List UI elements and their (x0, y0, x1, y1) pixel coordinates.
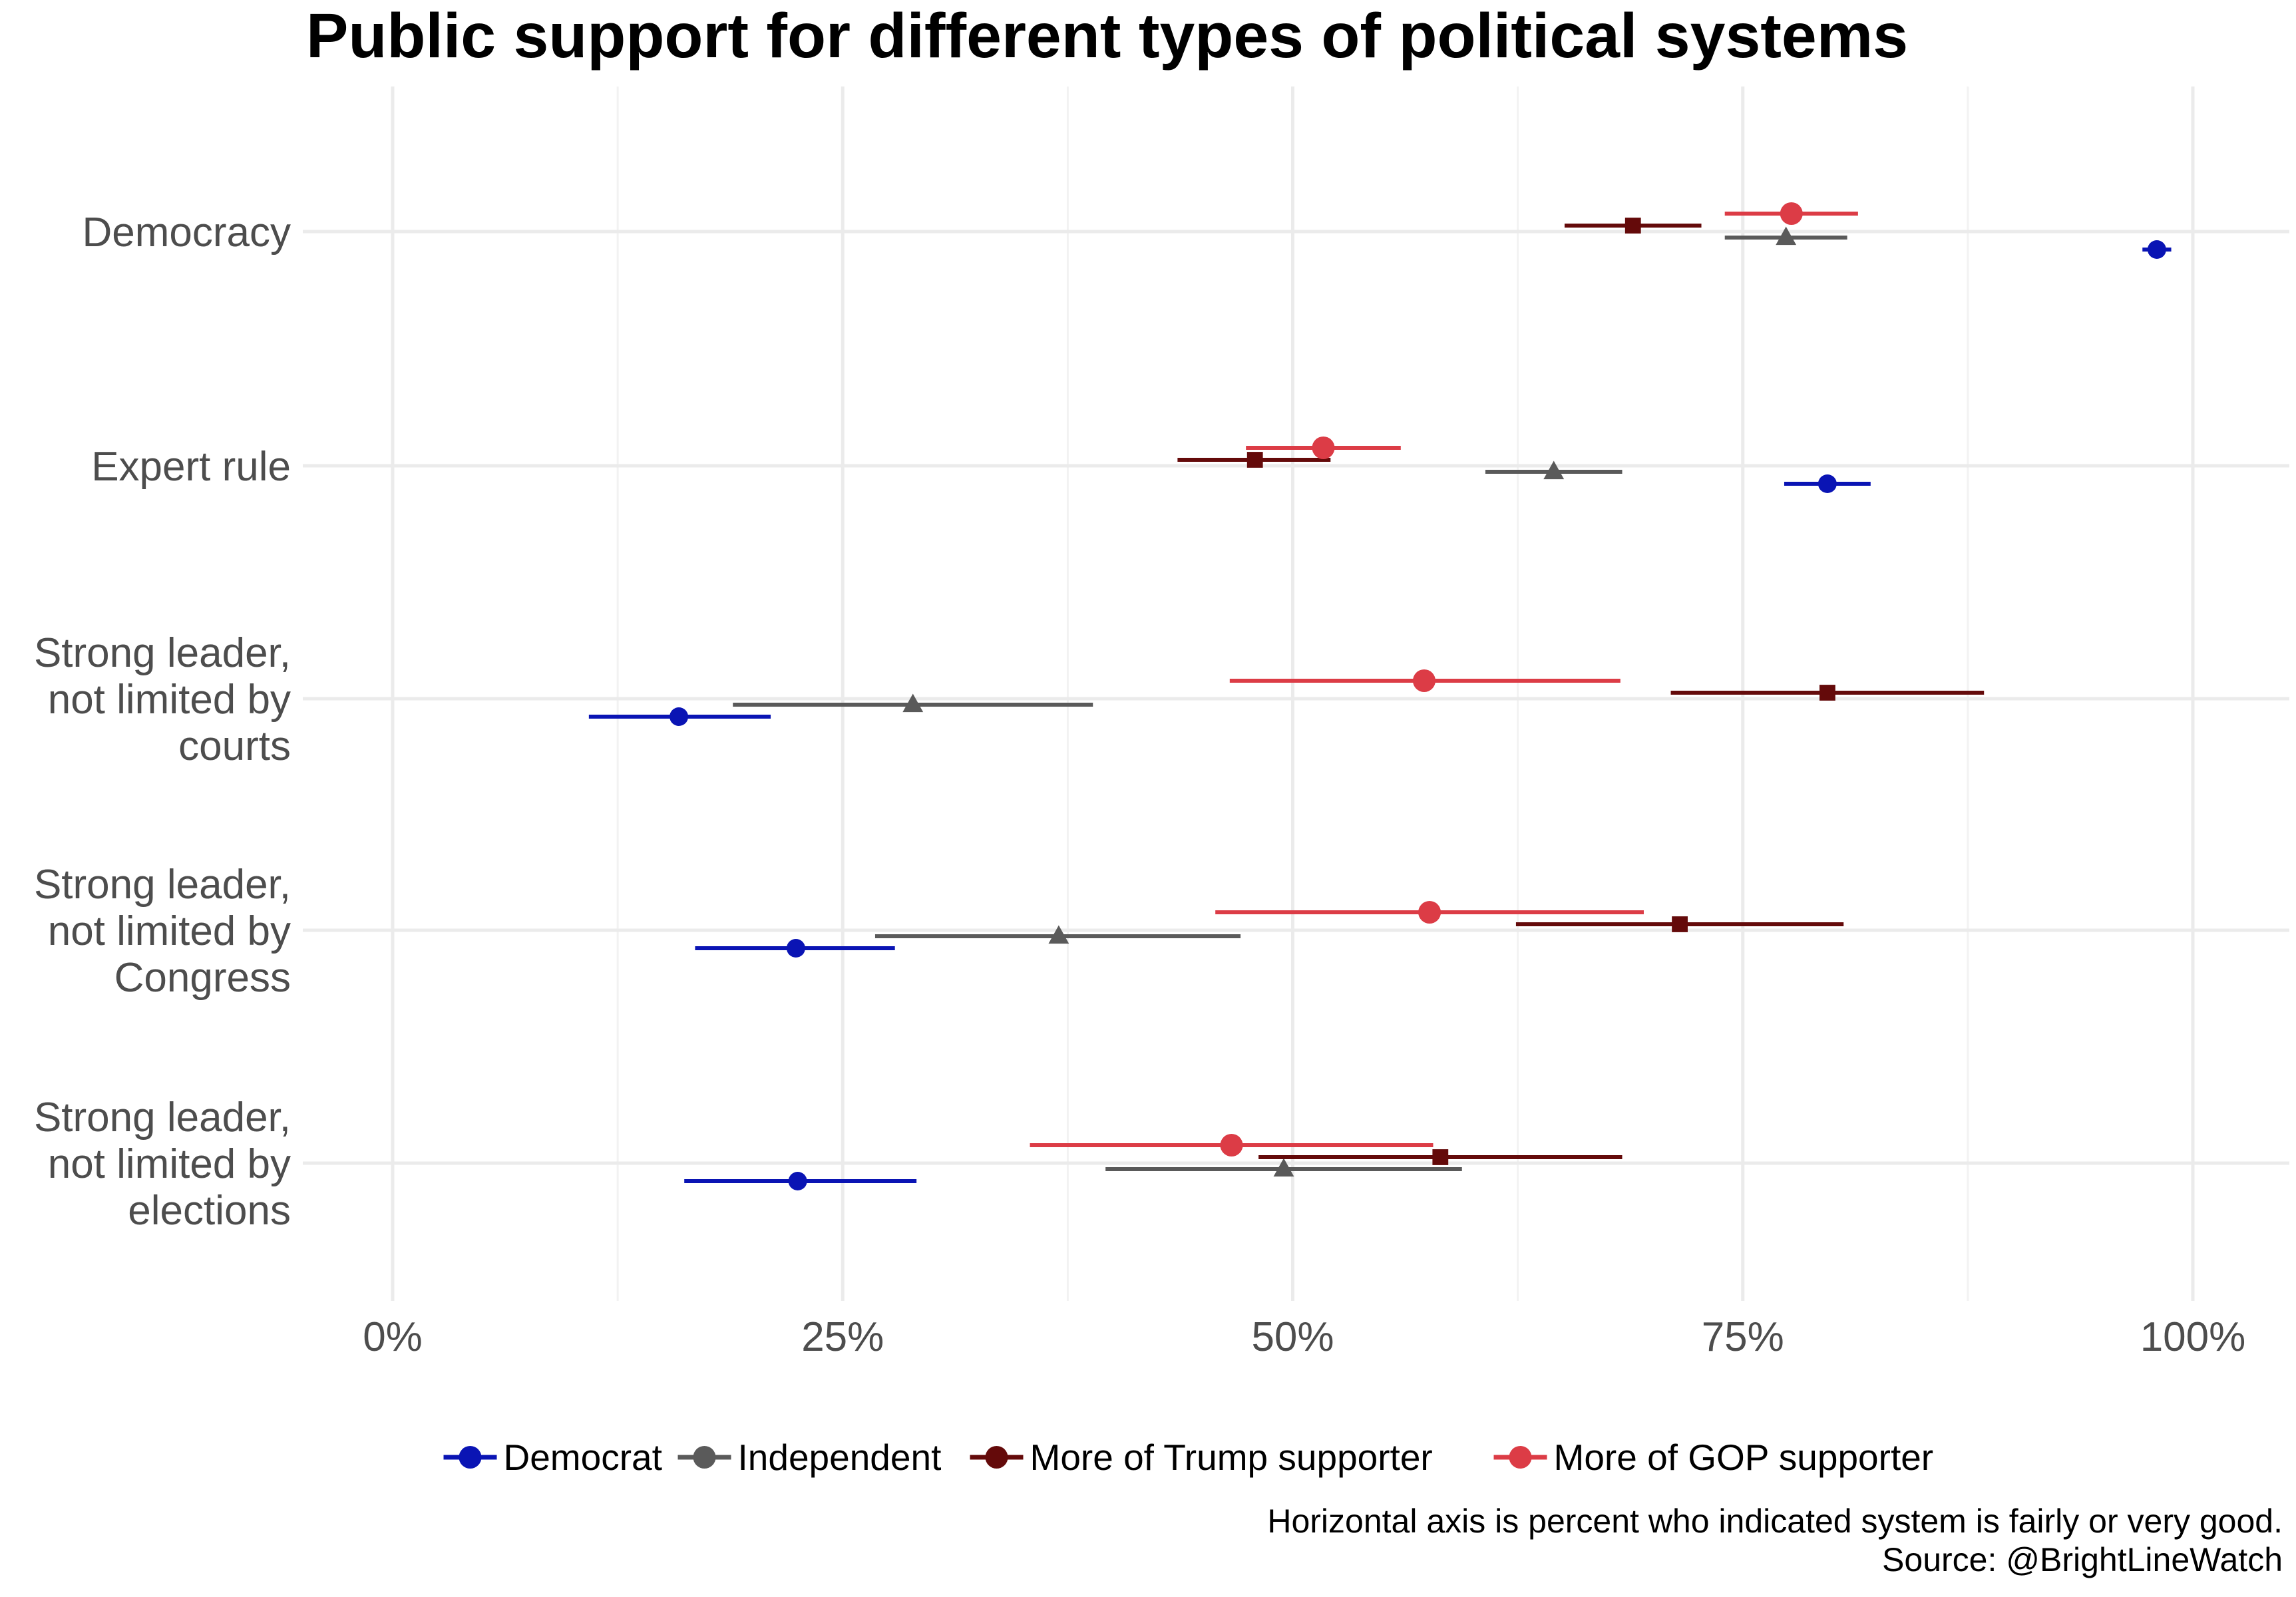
legend-key-point (1509, 1446, 1532, 1469)
data-point (1818, 474, 1837, 493)
y-category-label: not limited by (48, 1141, 291, 1187)
legend-item: Independent (677, 1437, 942, 1478)
data-point (786, 939, 805, 958)
series-more-of-gop-supporter (1030, 202, 1858, 1156)
gridlines (303, 87, 2289, 1301)
data-point (902, 693, 924, 713)
data-point (1273, 1158, 1294, 1177)
legend-key-point (985, 1446, 1008, 1469)
x-tick-label: 50% (1251, 1314, 1334, 1360)
caption: Horizontal axis is percent who indicated… (1267, 1503, 2283, 1578)
chart-marks (588, 202, 2172, 1190)
y-category-label: not limited by (48, 908, 291, 954)
legend-key-point (693, 1446, 716, 1469)
x-tick-label: 0% (363, 1314, 423, 1360)
data-point (1776, 226, 1797, 246)
data-point (1220, 1134, 1243, 1156)
data-point (1246, 452, 1263, 468)
legend: Democrat Independent More of Trump support… (443, 1437, 1934, 1478)
data-point (1312, 437, 1335, 459)
chart-title: Public support for different types of po… (306, 1, 1908, 71)
caption-line: Horizontal axis is percent who indicated… (1267, 1503, 2283, 1540)
y-category-label: not limited by (48, 677, 291, 723)
legend-label: More of GOP supporter (1554, 1437, 1934, 1478)
data-point (1432, 1149, 1449, 1165)
x-tick-label: 100% (2140, 1314, 2246, 1360)
series-independent (733, 226, 1847, 1177)
data-point (1543, 460, 1565, 480)
data-point (1418, 901, 1441, 924)
x-tick-label: 75% (1702, 1314, 1784, 1360)
legend-item: More of GOP supporter (1493, 1437, 1934, 1478)
data-point (788, 1172, 807, 1190)
data-point (1819, 685, 1835, 701)
legend-label: More of Trump supporter (1030, 1437, 1433, 1478)
x-tick-label: 25% (801, 1314, 884, 1360)
series-more-of-trump-supporter (1177, 218, 1985, 1165)
y-category-label: Strong leader, (34, 1095, 291, 1141)
y-category-label: courts (178, 723, 291, 769)
data-point (670, 707, 689, 726)
data-point (1048, 925, 1069, 944)
y-category-label: Democracy (82, 210, 291, 256)
y-category-label: elections (128, 1188, 291, 1234)
caption-line: Source: @BrightLineWatch (1882, 1541, 2283, 1578)
y-category-label: Strong leader, (34, 862, 291, 908)
legend-item: More of Trump supporter (970, 1437, 1433, 1478)
y-category-label: Congress (114, 955, 291, 1001)
data-point (2147, 240, 2166, 259)
legend-label: Independent (738, 1437, 942, 1478)
data-point (1412, 669, 1435, 692)
legend-item: Democrat (443, 1437, 662, 1478)
series-democrat (588, 240, 2172, 1190)
data-point (1780, 202, 1803, 225)
y-category-label: Expert rule (91, 444, 291, 490)
legend-key-point (459, 1446, 482, 1469)
data-point (1672, 916, 1688, 932)
data-point (1625, 218, 1641, 234)
x-axis-labels: 0% 25% 50% 75% 100% (363, 1314, 2245, 1360)
y-category-label: Strong leader, (34, 630, 291, 676)
legend-label: Democrat (504, 1437, 662, 1478)
